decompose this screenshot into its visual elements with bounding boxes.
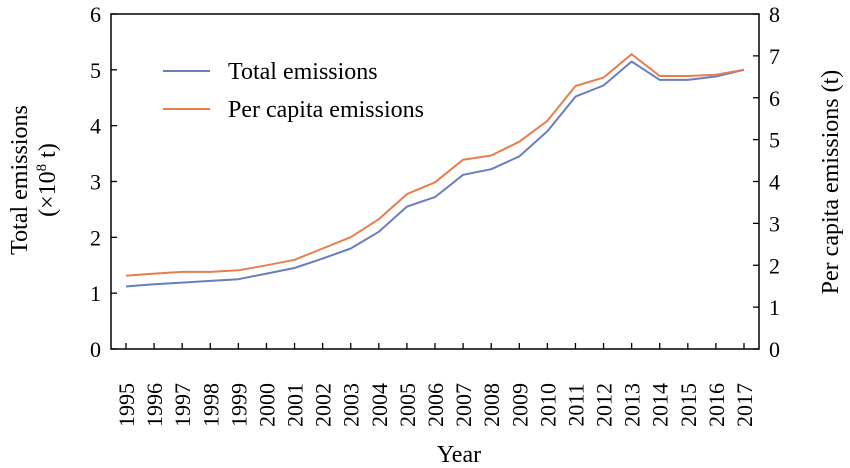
total-emissions-line	[125, 60, 745, 288]
x-tick-label: 1999	[226, 383, 251, 427]
x-tick-label: 1995	[114, 383, 139, 427]
x-tick-label: 2004	[367, 383, 392, 427]
right-y-tick-label: 6	[769, 86, 780, 111]
x-tick-label: 2017	[732, 383, 757, 427]
right-y-tick-labels: 0 1 2 3 4 5 6 7 8	[769, 2, 780, 362]
x-axis-title: Year	[437, 442, 481, 468]
left-y-tick-label: 4	[90, 114, 101, 139]
left-y-tick-label: 2	[90, 225, 101, 250]
right-y-tick-label: 8	[769, 2, 780, 27]
legend: Total emissions Per capita emissions	[163, 59, 424, 123]
chart-axes	[110, 13, 760, 350]
right-y-tick-label: 2	[769, 253, 780, 278]
x-tick-labels: 1995 1996 1997 1998 1999 2000 2001 2002 2003 2004…	[114, 383, 757, 427]
right-y-tick-label: 5	[769, 128, 780, 153]
x-tick-label: 2015	[676, 383, 701, 427]
right-y-axis-title: Per capita emissions (t)	[818, 70, 844, 295]
left-y-axis-title-line2: (×108 t)	[34, 143, 61, 217]
x-tick-label: 2008	[479, 383, 504, 427]
right-y-tick-label: 1	[769, 295, 780, 320]
series-lines	[125, 53, 745, 288]
right-y-tick-label: 3	[769, 211, 780, 236]
x-tick-label: 1996	[142, 383, 167, 427]
per-capita-emissions-line	[125, 53, 745, 277]
x-tick-label: 1998	[198, 383, 223, 427]
legend-label: Total emissions	[228, 59, 378, 85]
x-tick-label: 2006	[423, 383, 448, 427]
x-tick-label: 2002	[311, 383, 336, 427]
left-y-tick-labels: 0 1 2 3 4 5 6	[90, 2, 101, 362]
right-y-tick-label: 0	[769, 337, 780, 362]
right-y-tick-label: 4	[769, 170, 780, 195]
x-tick-label: 2001	[283, 383, 308, 427]
left-y-axis-title-line1: Total emissions	[7, 105, 33, 255]
x-tick-label: 2000	[254, 383, 279, 427]
left-y-tick-label: 1	[90, 281, 101, 306]
x-tick-label: 2012	[592, 383, 617, 427]
right-y-tick-label: 7	[769, 44, 780, 69]
x-tick-label: 2011	[563, 383, 588, 426]
x-tick-label: 2010	[535, 383, 560, 427]
x-tick-label: 2013	[620, 383, 645, 427]
left-y-tick-label: 5	[90, 58, 101, 83]
x-tick-label: 2003	[339, 383, 364, 427]
x-tick-label: 2016	[704, 383, 729, 427]
x-tick-label: 1997	[170, 383, 195, 427]
left-y-tick-label: 3	[90, 170, 101, 195]
left-y-tick-label: 6	[90, 2, 101, 27]
x-tick-label: 2007	[451, 383, 476, 427]
x-tick-label: 2014	[648, 383, 673, 427]
left-y-tick-label: 0	[90, 337, 101, 362]
x-tick-label: 2005	[395, 383, 420, 427]
x-tick-label: 2009	[507, 383, 532, 427]
legend-label: Per capita emissions	[228, 97, 424, 123]
